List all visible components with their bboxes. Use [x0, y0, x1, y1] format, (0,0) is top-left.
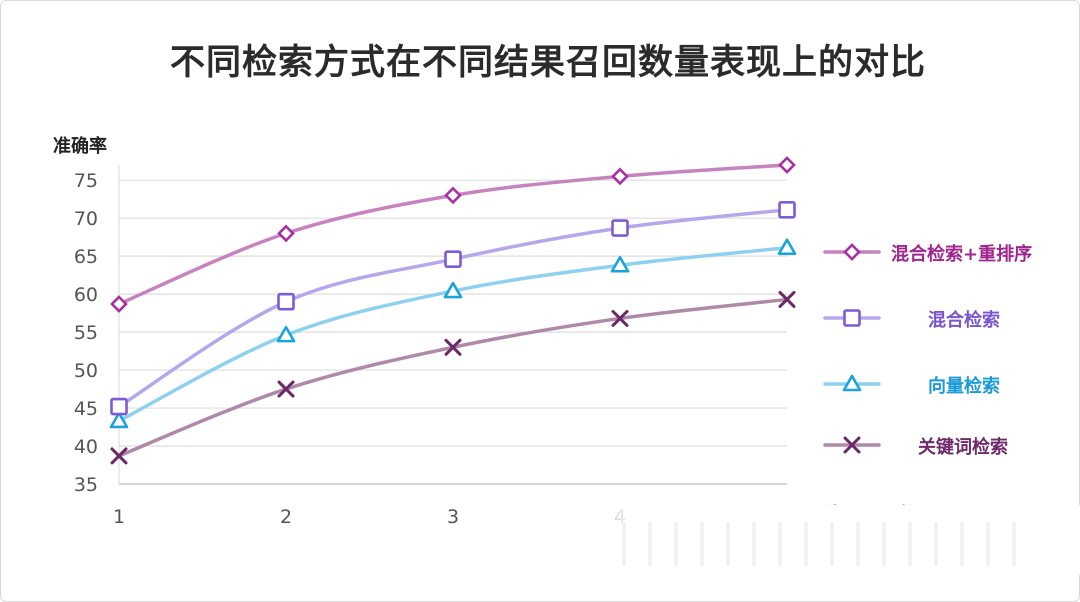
data-point-vector	[443, 281, 463, 299]
data-point-keyword	[277, 380, 295, 398]
y-tick-label: 45	[74, 398, 98, 420]
x-tick-label: 4	[614, 506, 626, 528]
data-point-hybrid-rerank	[444, 186, 462, 205]
y-tick-label: 70	[74, 208, 98, 230]
data-point-keyword	[110, 447, 128, 465]
data-point-vector	[276, 325, 296, 343]
data-point-keyword	[444, 338, 462, 356]
legend-marker	[843, 309, 861, 327]
legend-marker	[843, 436, 861, 454]
y-tick-label: 60	[74, 284, 98, 306]
legend-label: 混合检索	[928, 310, 1000, 331]
legend-marker	[842, 374, 862, 392]
x-stroke	[611, 309, 629, 327]
y-tick-label: 40	[74, 436, 98, 458]
data-point-hybrid	[611, 219, 629, 237]
data-point-vector	[777, 238, 797, 256]
data-point-hybrid-rerank	[611, 167, 629, 186]
legend-marker	[843, 243, 861, 261]
legend-item-hybrid-rerank: 混合检索+重排序	[822, 237, 1062, 267]
data-point-keyword	[611, 309, 629, 327]
x-tick-label: 1	[113, 506, 125, 528]
data-point-hybrid-rerank	[778, 156, 796, 174]
legend-marker-keyword	[823, 436, 881, 454]
x-stroke	[277, 380, 295, 398]
data-point-vector	[109, 411, 129, 429]
legend-marker-vector	[823, 374, 881, 392]
legend-label: 混合检索+重排序	[891, 244, 1033, 265]
chart-title: 不同检索方式在不同结果召回数量表现上的对比	[169, 43, 926, 83]
y-tick-label: 65	[74, 246, 98, 268]
y-tick-label: 50	[74, 360, 98, 382]
x-stroke	[110, 447, 128, 465]
x-stroke	[444, 338, 462, 356]
y-tick-label: 35	[74, 474, 98, 496]
x-tick-label: 2	[280, 506, 292, 528]
data-point-hybrid-rerank	[110, 295, 128, 313]
x-stroke	[778, 290, 796, 308]
legend-item-keyword: 关键词检索	[822, 430, 1062, 460]
series-line-hybrid	[117, 208, 789, 409]
data-point-keyword	[778, 290, 796, 308]
data-point-hybrid	[444, 250, 462, 268]
series-line-vector	[117, 246, 789, 423]
data-point-vector	[610, 255, 630, 273]
legend-item-hybrid: 混合检索	[822, 303, 1062, 333]
legend-item-vector: 向量检索	[822, 369, 1062, 399]
legend-label: 向量检索	[928, 376, 1000, 397]
legend-marker-hybrid-rerank	[823, 243, 881, 261]
data-point-hybrid	[778, 201, 796, 219]
data-point-hybrid	[110, 397, 128, 416]
y-tick-label: 55	[74, 322, 98, 344]
series-line-keyword	[117, 297, 789, 458]
data-point-hybrid	[277, 292, 295, 311]
x-axis-title: 结果召回数量	[822, 503, 936, 526]
data-point-hybrid-rerank	[277, 224, 295, 243]
legend-marker-hybrid	[823, 309, 881, 327]
legend-label: 关键词检索	[918, 437, 1008, 458]
x-tick-label: 3	[447, 506, 459, 528]
x-tick-label: 5	[781, 506, 793, 528]
x-stroke	[843, 436, 861, 454]
y-tick-label: 75	[74, 170, 98, 192]
y-axis-title: 准确率	[53, 136, 107, 157]
